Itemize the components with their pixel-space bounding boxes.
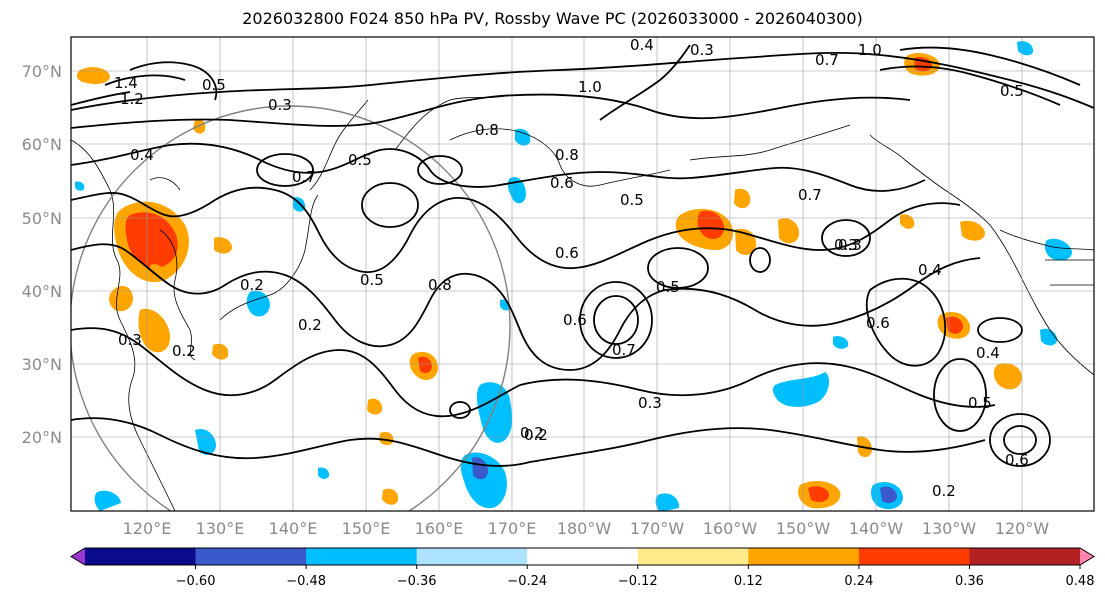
lon-label: 120°E <box>123 519 172 538</box>
lon-label: 140°E <box>269 519 318 538</box>
map-plot-area: 1.4 1.2 0.5 0.3 0.4 0.5 0.7 0.8 0.2 0.2 … <box>70 36 1095 512</box>
contour-label: 0.5 <box>1000 82 1024 100</box>
region-circle <box>71 105 511 511</box>
contour-label: 0.2 <box>298 316 322 334</box>
lon-label: 170°E <box>488 519 537 538</box>
pv-contours <box>71 44 1094 467</box>
contour-label: 0.8 <box>475 121 499 139</box>
contour-label: 0.5 <box>202 76 226 94</box>
contour-label: 0.7 <box>292 168 316 186</box>
contour-label: 0.3 <box>268 96 292 114</box>
contour-label: 0.6 <box>563 311 587 329</box>
lon-label: 180°W <box>557 519 612 538</box>
contour-labels: 1.4 1.2 0.5 0.3 0.4 0.5 0.7 0.8 0.2 0.2 … <box>114 36 1029 500</box>
lon-label: 120°W <box>995 519 1050 538</box>
colorbar-segment <box>195 548 307 565</box>
contour-label: 0.5 <box>968 394 992 412</box>
colorbar-segment <box>85 548 197 565</box>
contour-label: 1.0 <box>578 78 602 96</box>
contour-label: 1.2 <box>120 90 144 108</box>
lon-label: 130°W <box>922 519 977 538</box>
longitude-labels: 120°E 130°E 140°E 150°E 160°E 170°E 180°… <box>123 519 1050 538</box>
lat-label: 40°N <box>22 282 62 301</box>
contour-label: 0.3 <box>838 236 862 254</box>
contour-label: 0.8 <box>428 276 452 294</box>
contour-label: 0.6 <box>555 244 579 262</box>
lat-label: 30°N <box>22 355 62 374</box>
lon-label: 150°W <box>776 519 831 538</box>
contour-label: 0.7 <box>612 341 636 359</box>
contour-label: 0.6 <box>550 174 574 192</box>
contour-label: 0.3 <box>118 331 142 349</box>
colorbar-tick-label: 0.12 <box>734 574 763 589</box>
map-title: 2026032800 F024 850 hPa PV, Rossby Wave … <box>242 9 863 28</box>
colorbar-segment <box>637 548 749 565</box>
contour-label: 1.4 <box>114 74 138 92</box>
colorbar-segment <box>416 548 528 565</box>
contour-label: 0.3 <box>690 41 714 59</box>
latitude-labels: 70°N 60°N 50°N 40°N 30°N 20°N <box>22 62 62 447</box>
colorbar-tick-label: −0.48 <box>286 574 326 589</box>
contour-label: 0.2 <box>172 342 196 360</box>
contour-label: 0.5 <box>360 271 384 289</box>
contour-label: 0.4 <box>630 36 654 54</box>
colorbar: −0.60 −0.48 −0.36 −0.24 −0.12 0.12 0.24 0.36 0.4… <box>70 547 1095 589</box>
colorbar-tick-label: −0.12 <box>618 574 658 589</box>
colorbar-tick-label: 0.24 <box>844 574 873 589</box>
contour-label: 0.6 <box>1005 451 1029 469</box>
colorbar-extend-low <box>71 548 85 565</box>
lat-label: 50°N <box>22 209 62 228</box>
lon-label: 170°W <box>630 519 685 538</box>
contour-label: 0.4 <box>130 146 154 164</box>
contour-label: 0.6 <box>866 314 890 332</box>
colorbar-tick-label: 0.48 <box>1066 574 1095 589</box>
contour-label: 0.7 <box>815 51 839 69</box>
colorbar-tick-label: 0.36 <box>955 574 984 589</box>
lon-label: 160°W <box>703 519 758 538</box>
contour-label: 0.4 <box>918 261 942 279</box>
contour-label: 0.2 <box>932 482 956 500</box>
contour-label: 0.5 <box>656 278 680 296</box>
contour-label: 0.2 <box>240 276 264 294</box>
contour-label: 0.3 <box>638 394 662 412</box>
lon-label: 130°E <box>196 519 245 538</box>
colorbar-segment <box>969 548 1081 565</box>
colorbar-segment <box>748 548 860 565</box>
colorbar-segment <box>527 548 639 565</box>
colorbar-extend-high <box>1080 548 1094 565</box>
contour-label: 0.3 <box>834 236 858 254</box>
colorbar-segment <box>858 548 970 565</box>
contour-label: 1.0 <box>858 41 882 59</box>
colorbar-tick-label: −0.36 <box>397 574 437 589</box>
colorbar-segment <box>306 548 418 565</box>
contour-label: 0.2 <box>520 424 544 442</box>
lat-label: 20°N <box>22 428 62 447</box>
colorbar-tick-label: −0.24 <box>507 574 547 589</box>
lat-label: 60°N <box>22 135 62 154</box>
lon-label: 160°E <box>415 519 464 538</box>
lon-label: 140°W <box>849 519 904 538</box>
contour-label: 0.8 <box>555 146 579 164</box>
lat-label: 70°N <box>22 62 62 81</box>
contour-label: 0.2 <box>524 426 548 444</box>
lon-label: 150°E <box>342 519 391 538</box>
contour-label: 0.5 <box>348 151 372 169</box>
colorbar-tick-label: −0.60 <box>176 574 216 589</box>
contour-label: 0.7 <box>798 186 822 204</box>
contour-label: 0.5 <box>620 191 644 209</box>
contour-label: 0.4 <box>976 344 1000 362</box>
